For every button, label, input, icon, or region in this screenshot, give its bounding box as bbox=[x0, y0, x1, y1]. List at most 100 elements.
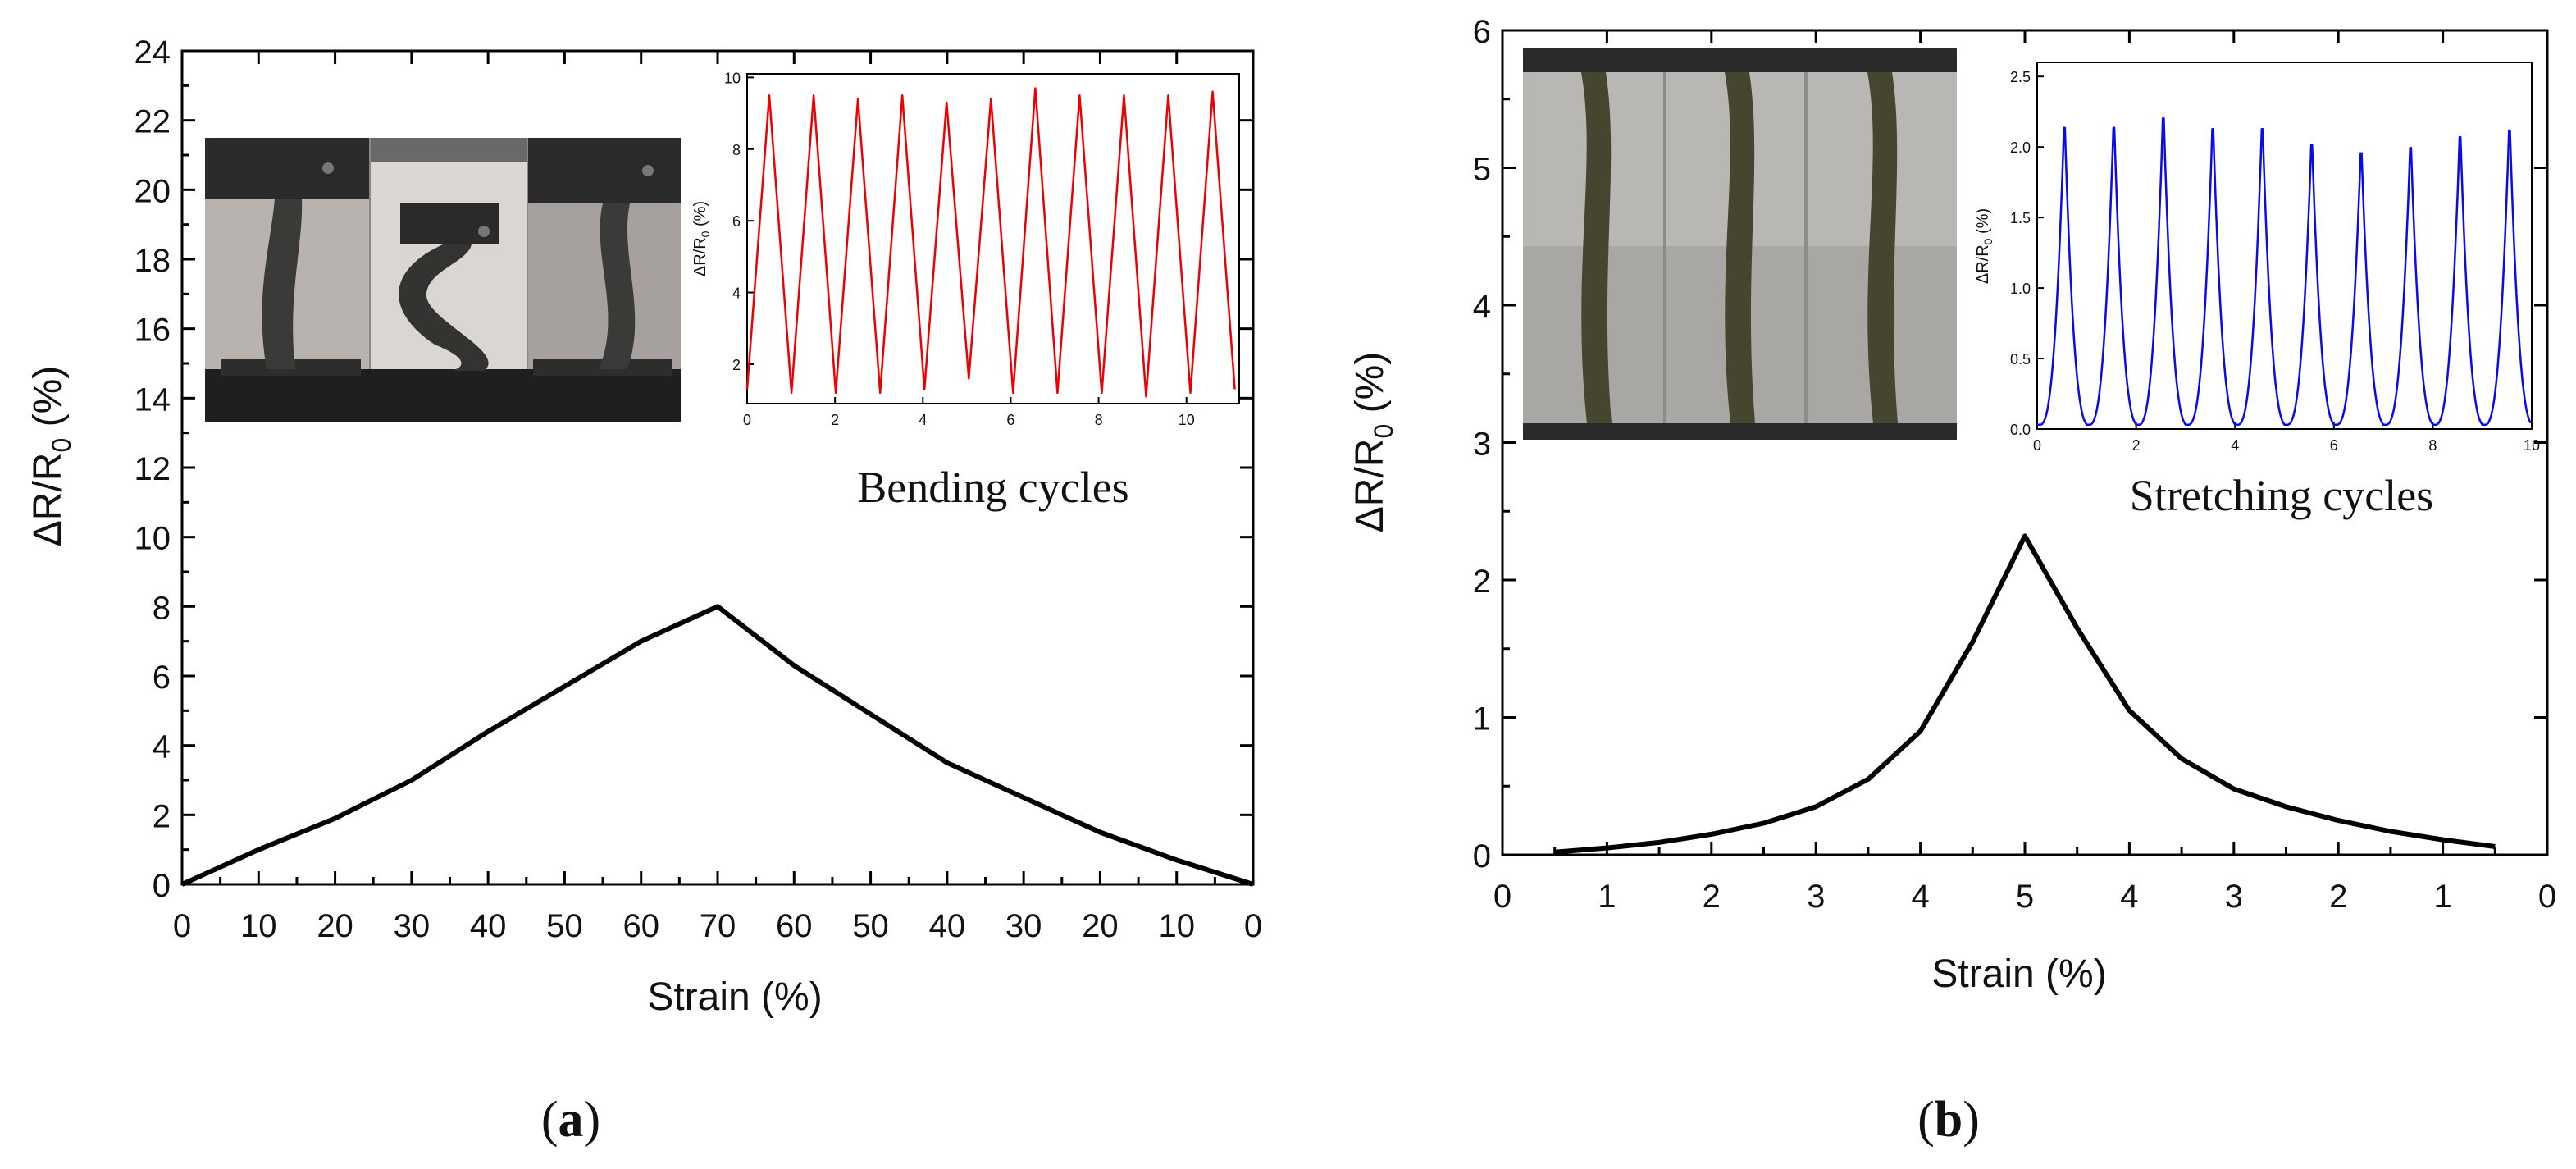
x-tick-label: 2 bbox=[2329, 879, 2347, 915]
inset-x-tick-label: 0 bbox=[2033, 437, 2041, 454]
y-tick-label: 4 bbox=[1473, 289, 1491, 325]
y-tick-label: 0 bbox=[1473, 838, 1491, 874]
bending-inset-series bbox=[745, 87, 1236, 398]
inset-y-tick-label: 1.5 bbox=[2010, 210, 2031, 226]
panel-a-label: (a) bbox=[541, 1092, 600, 1148]
y-tick-label: 0 bbox=[153, 868, 171, 904]
inset-x-tick-label: 10 bbox=[1179, 412, 1195, 428]
panel-b-x-axis-label: Strain (%) bbox=[1931, 952, 2106, 996]
inset-x-tick-label: 2 bbox=[831, 412, 839, 428]
panel-a-x-axis: 0 10 20 30 40 50 60 70 60 50 40 30 20 10 0 bbox=[173, 51, 1262, 944]
y-tick-label: 12 bbox=[134, 451, 171, 487]
inset-y-tick-label: 4 bbox=[732, 285, 741, 302]
x-tick-label: 50 bbox=[546, 908, 583, 944]
bending-photo-inset bbox=[205, 138, 681, 422]
x-tick-label: 3 bbox=[2225, 879, 2243, 915]
x-tick-label: 0 bbox=[1244, 908, 1262, 944]
x-tick-label: 10 bbox=[1158, 908, 1195, 944]
panel-b-y-axis: 0 1 2 3 4 5 6 bbox=[1473, 14, 2547, 874]
bending-cycles-inset: 2 4 6 8 10 0 2 4 6 8 10 ΔR/R0 (%) Bending cycles bbox=[691, 70, 1240, 512]
inset-y-tick-label: 1.0 bbox=[2010, 281, 2031, 297]
y-tick-label: 10 bbox=[134, 521, 171, 557]
y-tick-label: 3 bbox=[1473, 427, 1491, 463]
x-tick-label: 0 bbox=[1493, 879, 1511, 915]
inset-x-tick-label: 6 bbox=[2330, 437, 2338, 454]
inset-y-tick-label: 6 bbox=[732, 213, 741, 230]
stretching-photo-inset bbox=[1523, 48, 1957, 440]
y-tick-label: 6 bbox=[1473, 14, 1491, 50]
inset-x-tick-label: 6 bbox=[1006, 412, 1014, 428]
y-tick-label: 24 bbox=[134, 34, 171, 71]
panel-b-label: (b) bbox=[1917, 1092, 1980, 1148]
inset-series-line bbox=[2036, 117, 2532, 427]
inset-y-tick-label: 2.5 bbox=[2010, 69, 2031, 85]
x-tick-label: 1 bbox=[1598, 879, 1616, 915]
inset-y-tick-label: 2.0 bbox=[2010, 139, 2031, 156]
x-tick-label: 40 bbox=[470, 908, 507, 944]
y-tick-label: 2 bbox=[1473, 564, 1491, 600]
y-tick-label: 14 bbox=[134, 381, 171, 418]
series-line bbox=[180, 604, 1254, 887]
stretching-inset-x-label: Stretching cycles bbox=[2130, 471, 2433, 520]
panel-b-y-axis-label: ΔR/R0 (%) bbox=[1348, 352, 1398, 533]
inset-x-tick-label: 2 bbox=[2132, 437, 2141, 454]
inset-y-tick-label: 2 bbox=[732, 357, 741, 373]
stretching-cycles-inset: 0.0 0.5 1.0 1.5 2.0 2.5 0 2 4 6 8 10 ΔR/R0 (%) Str… bbox=[1974, 62, 2540, 520]
bending-inset-x-label: Bending cycles bbox=[857, 463, 1128, 512]
inset-y-tick-label: 10 bbox=[724, 70, 741, 86]
x-tick-label: 1 bbox=[2433, 879, 2451, 915]
x-tick-label: 60 bbox=[622, 908, 659, 944]
stretching-inset-y-axis: 0.0 0.5 1.0 1.5 2.0 2.5 bbox=[2010, 69, 2044, 438]
y-tick-label: 4 bbox=[153, 729, 171, 765]
x-tick-label: 70 bbox=[700, 908, 736, 944]
bending-inset-y-label: ΔR/R0 (%) bbox=[691, 201, 712, 276]
inset-x-tick-label: 4 bbox=[2231, 437, 2239, 454]
y-tick-label: 8 bbox=[153, 590, 171, 626]
x-tick-label: 0 bbox=[173, 908, 191, 944]
y-tick-label: 5 bbox=[1473, 152, 1491, 188]
inset-x-tick-label: 8 bbox=[1095, 412, 1103, 428]
y-tick-label: 16 bbox=[134, 313, 171, 349]
inset-x-tick-label: 8 bbox=[2428, 437, 2437, 454]
x-tick-label: 30 bbox=[1005, 908, 1042, 944]
y-tick-label: 18 bbox=[134, 243, 171, 279]
stretching-inset-series bbox=[2036, 117, 2532, 427]
y-tick-label: 1 bbox=[1473, 701, 1491, 737]
x-tick-label: 4 bbox=[1911, 879, 1929, 915]
x-tick-label: 40 bbox=[929, 908, 966, 944]
inset-y-tick-label: 8 bbox=[732, 142, 741, 158]
panel-a-series bbox=[180, 604, 1254, 887]
x-tick-label: 20 bbox=[317, 908, 353, 944]
bending-inset-x-axis: 0 2 4 6 8 10 bbox=[743, 397, 1195, 428]
panel-a-y-axis-label: ΔR/R0 (%) bbox=[26, 366, 76, 547]
x-tick-label: 3 bbox=[1807, 879, 1825, 915]
x-tick-label: 4 bbox=[2120, 879, 2138, 915]
panel-a-x-axis-label: Strain (%) bbox=[647, 975, 822, 1019]
y-tick-label: 20 bbox=[134, 173, 171, 209]
x-tick-label: 0 bbox=[2538, 879, 2556, 915]
inset-x-tick-label: 4 bbox=[919, 412, 927, 428]
x-tick-label: 10 bbox=[240, 908, 277, 944]
series-line bbox=[1554, 533, 2496, 855]
panel-b-series bbox=[1554, 533, 2496, 855]
inset-y-tick-label: 0.0 bbox=[2010, 422, 2031, 438]
inset-series-line bbox=[745, 87, 1236, 398]
x-tick-label: 5 bbox=[2016, 879, 2034, 915]
inset-x-tick-label: 0 bbox=[743, 412, 751, 428]
y-tick-label: 22 bbox=[134, 104, 171, 140]
y-tick-label: 2 bbox=[153, 798, 171, 834]
x-tick-label: 30 bbox=[394, 908, 431, 944]
x-tick-label: 2 bbox=[1703, 879, 1721, 915]
inset-y-tick-label: 0.5 bbox=[2010, 351, 2031, 368]
x-tick-label: 20 bbox=[1082, 908, 1119, 944]
x-tick-label: 60 bbox=[776, 908, 813, 944]
inset-x-tick-label: 10 bbox=[2524, 437, 2540, 454]
stretching-inset-y-label: ΔR/R0 (%) bbox=[1974, 208, 1995, 284]
x-tick-label: 50 bbox=[852, 908, 889, 944]
y-tick-label: 6 bbox=[153, 660, 171, 696]
stretching-inset-frame bbox=[2036, 62, 2533, 430]
